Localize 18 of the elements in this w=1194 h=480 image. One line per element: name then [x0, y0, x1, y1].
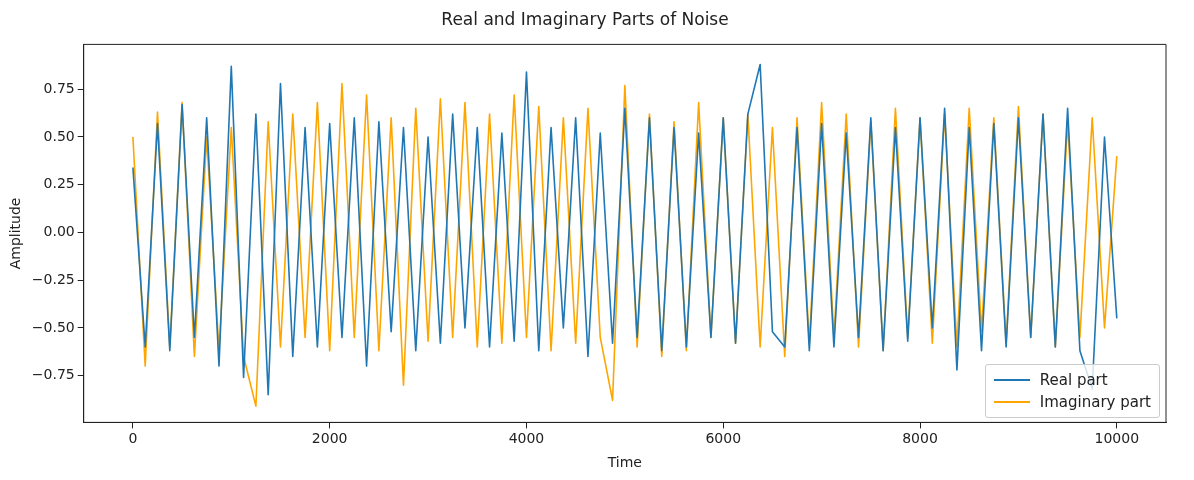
y-tick-label: −0.75: [31, 366, 75, 383]
y-tick-label: −0.25: [31, 270, 75, 287]
y-tick-label: 0.00: [43, 223, 75, 240]
y-axis-title: Amplitude: [7, 197, 24, 270]
x-tick-label: 8000: [902, 430, 938, 447]
y-tick-label: 0.50: [43, 127, 75, 144]
x-tick-label: 10000: [1094, 430, 1140, 447]
legend-label: Imaginary part: [1039, 393, 1151, 411]
x-tick-label: 6000: [705, 430, 742, 447]
chart-title: Real and Imaginary Parts of Noise: [441, 8, 729, 29]
y-tick-label: 0.25: [43, 175, 75, 192]
y-tick-label: −0.50: [31, 318, 75, 335]
y-tick-label: 0.75: [43, 79, 75, 96]
x-tick-label: 4000: [508, 430, 545, 447]
x-tick-label: 0: [128, 430, 138, 447]
x-axis-title: Time: [606, 454, 642, 471]
x-tick-label: 2000: [311, 430, 348, 447]
legend-label: Real part: [1039, 371, 1108, 389]
